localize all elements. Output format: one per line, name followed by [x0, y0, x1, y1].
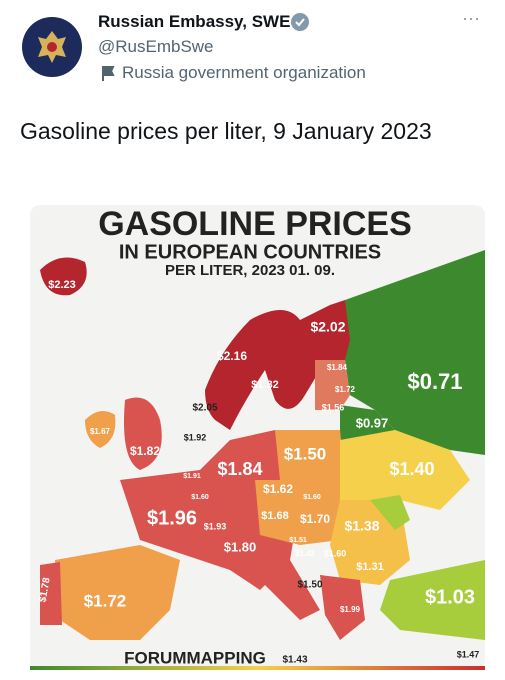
price-label: $1.50 — [297, 580, 322, 591]
price-label: $1.84 — [217, 459, 262, 479]
price-label: $1.51 — [289, 537, 307, 544]
price-label: $1.78 — [38, 576, 53, 603]
price-label: $1.68 — [261, 510, 289, 522]
price-label: $0.97 — [356, 415, 389, 430]
price-label: $1.96 — [147, 507, 197, 529]
price-label: $1.60 — [303, 494, 321, 501]
price-label: $1.38 — [344, 518, 379, 534]
price-label: $1.82 — [130, 444, 160, 458]
map-source: FORUMMAPPING — [124, 648, 266, 667]
price-label: $1.50 — [284, 444, 327, 463]
price-label: $2.02 — [310, 319, 345, 335]
verified-badge — [291, 13, 309, 31]
account-label: Russia government organization — [122, 63, 366, 82]
price-label: $1.43 — [282, 655, 307, 666]
price-label: $1.40 — [389, 459, 434, 479]
map-subtitle: IN EUROPEAN COUNTRIES — [119, 241, 381, 263]
price-label: $1.92 — [184, 432, 207, 442]
price-label: $1.31 — [356, 561, 384, 573]
map-title: GASOLINE PRICES — [98, 205, 412, 243]
price-label: $1.60 — [324, 548, 347, 558]
price-label: $1.62 — [263, 482, 293, 496]
price-label: $1.82 — [251, 379, 279, 391]
account-handle[interactable]: @RusEmbSwe — [98, 37, 214, 56]
more-button[interactable]: ··· — [462, 8, 480, 28]
price-label: $1.93 — [204, 521, 227, 531]
price-label: $1.56 — [322, 402, 345, 412]
tweet-text: Gasoline prices per liter, 9 January 202… — [20, 118, 432, 144]
price-label: $2.16 — [217, 349, 247, 363]
price-label: $1.91 — [183, 473, 201, 480]
account-name[interactable]: Russian Embassy, SWE — [98, 12, 291, 31]
price-label: $1.80 — [224, 539, 257, 554]
price-label: $1.84 — [327, 363, 348, 372]
price-label: $0.71 — [407, 369, 462, 394]
price-label: $1.99 — [340, 605, 361, 614]
price-label: $2.23 — [48, 279, 76, 291]
price-label: $1.03 — [425, 586, 475, 608]
price-label: $1.67 — [90, 427, 111, 436]
price-label: $1.47 — [457, 649, 480, 659]
price-label: $1.72 — [335, 385, 356, 394]
avatar[interactable] — [22, 17, 82, 77]
price-label: $1.70 — [300, 512, 330, 526]
price-label: $1.72 — [84, 591, 127, 610]
flag-icon — [102, 66, 115, 81]
price-label: $1.60 — [191, 494, 209, 501]
price-label: $1.42 — [295, 549, 316, 558]
price-label: $2.05 — [192, 403, 217, 414]
map-date: PER LITER, 2023 01. 09. — [165, 262, 335, 279]
